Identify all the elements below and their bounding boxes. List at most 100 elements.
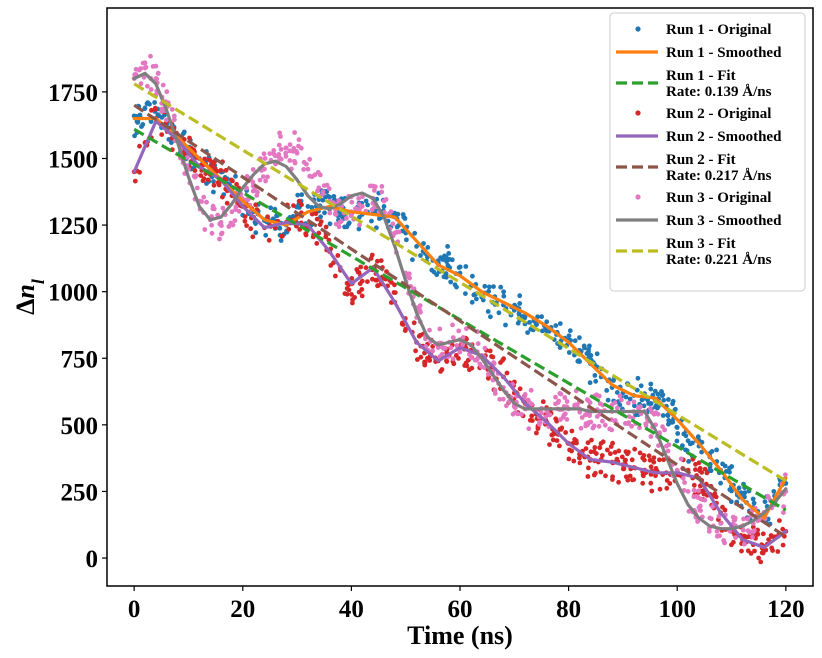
run-2-original-point xyxy=(621,466,627,472)
run-1-original-point xyxy=(443,255,449,260)
run-3-original-point xyxy=(481,365,487,370)
legend-marker xyxy=(635,194,641,200)
run-3-original-point xyxy=(740,527,746,533)
run-2-original-point xyxy=(653,466,659,471)
run-3-original-point xyxy=(226,224,232,229)
run-2-original-point xyxy=(487,348,493,354)
run-2-original-point xyxy=(563,430,568,435)
x-tick-label: 80 xyxy=(556,596,581,623)
run-1-original-point xyxy=(295,192,301,198)
x-tick-label: 120 xyxy=(767,596,805,623)
run-2-original-point xyxy=(586,465,591,471)
run-3-original-point xyxy=(383,197,389,202)
run-1-original-point xyxy=(659,393,665,398)
run-2-original-point xyxy=(646,453,652,459)
run-1-original-point xyxy=(463,291,468,296)
run-1-original-point xyxy=(670,398,676,404)
run-2-original-point xyxy=(540,399,546,405)
y-tick-label: 1250 xyxy=(48,213,98,240)
run-1-original-point xyxy=(318,214,323,220)
legend-entry-run-2-original: Run 2 - Original xyxy=(635,106,771,122)
run-2-original-point xyxy=(661,457,666,463)
run-3-original-point xyxy=(276,152,282,157)
run-2-original-point xyxy=(754,531,760,537)
run-3-original-point xyxy=(587,413,592,419)
run-1-original-point xyxy=(327,194,332,200)
run-3-original-point xyxy=(617,393,623,399)
run-3-original-point xyxy=(435,345,441,351)
run-1-original-point xyxy=(211,189,216,195)
run-2-original-point xyxy=(775,549,781,554)
legend-label: Run 1 - Fit Rate: 0.139 Å/ns xyxy=(666,68,772,100)
x-tick-label: 60 xyxy=(448,596,473,623)
run-3-original-point xyxy=(305,166,311,172)
run-1-original-point xyxy=(653,403,659,409)
run-3-original-point xyxy=(698,496,704,502)
run-3-original-point xyxy=(292,160,298,166)
run-1-original-point xyxy=(395,211,401,217)
run-3-original-point xyxy=(260,174,266,180)
run-2-original-point xyxy=(187,135,192,141)
x-tick-label: 40 xyxy=(339,596,364,623)
run-3-original-point xyxy=(298,145,304,151)
legend-marker xyxy=(635,26,641,32)
run-2-original-point xyxy=(328,263,334,268)
run-2-original-point xyxy=(693,467,698,472)
run-3-original-point xyxy=(515,411,521,417)
run-2-original-point xyxy=(266,237,272,243)
run-1-original-point xyxy=(503,322,508,328)
run-3-original-point xyxy=(199,199,205,205)
run-2-original-point xyxy=(392,290,398,295)
run-1-original-point xyxy=(498,284,504,290)
run-2-original-point xyxy=(309,211,315,217)
run-3-original-point xyxy=(500,396,506,402)
run-1-original-point xyxy=(139,124,144,129)
run-3-original-point xyxy=(172,117,177,122)
run-3-original-point xyxy=(159,106,165,112)
run-3-original-point xyxy=(594,414,600,419)
run-2-original-point xyxy=(600,439,606,445)
run-3-original-point xyxy=(614,405,620,411)
run-2-original-point xyxy=(547,442,552,447)
run-3-original-point xyxy=(267,151,273,157)
run-3-original-point xyxy=(519,412,524,417)
run-2-original-point xyxy=(722,507,728,513)
run-3-original-point xyxy=(336,224,342,230)
run-2-original-point xyxy=(504,370,510,376)
run-3-original-point xyxy=(348,213,354,219)
run-1-original-point xyxy=(695,434,701,440)
run-2-original-point xyxy=(344,286,350,291)
run-2-original-point xyxy=(234,181,240,187)
run-1-original-point xyxy=(577,335,582,341)
legend-label: Run 2 - Fit Rate: 0.217 Å/ns xyxy=(666,152,772,184)
run-1-original-point xyxy=(482,283,488,289)
run-2-original-point xyxy=(577,460,583,466)
run-3-original-point xyxy=(643,421,649,427)
run-3-original-point xyxy=(138,81,144,87)
run-3-original-point xyxy=(379,189,385,195)
run-2-original-point xyxy=(335,253,341,258)
run-3-original-point xyxy=(586,420,592,425)
run-1-original-point xyxy=(486,284,492,290)
run-2-original-point xyxy=(349,292,354,297)
run-3-original-point xyxy=(456,328,462,334)
run-3-smoothed-line xyxy=(132,71,788,531)
legend: Run 1 - Original Run 1 - Smoothed Run 1 - … xyxy=(609,12,806,292)
run-3-original-point xyxy=(372,188,377,193)
run-3-original-point xyxy=(585,398,591,403)
y-tick-label: 250 xyxy=(61,479,99,506)
run-2-original-point xyxy=(573,438,579,444)
run-3-original-point xyxy=(204,199,209,205)
run-3-original-point xyxy=(164,89,170,95)
run-2-original-point xyxy=(375,258,380,264)
run-1-original-point xyxy=(714,447,719,453)
run-3-original-point xyxy=(148,87,154,92)
run-3-original-point xyxy=(210,206,216,212)
run-2-original-point xyxy=(279,233,284,239)
run-3-original-point xyxy=(192,174,198,180)
legend-label: Run 2 - Smoothed xyxy=(666,129,782,145)
run-3-original-point xyxy=(539,410,544,416)
run-2-original-point xyxy=(370,276,375,282)
run-2-original-point xyxy=(211,182,217,188)
run-3-original-point xyxy=(666,442,672,448)
